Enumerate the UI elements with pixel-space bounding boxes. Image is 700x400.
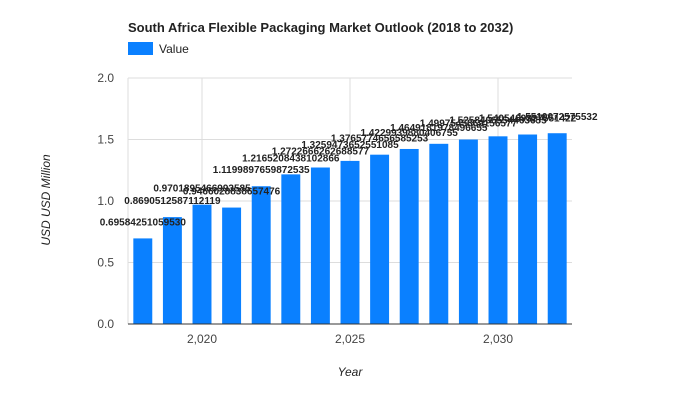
data-label: 1.3259473652551085 xyxy=(301,140,399,151)
bar xyxy=(133,238,153,324)
data-label: 0.9466028838657476 xyxy=(183,187,281,198)
data-label: 1.5258406554463655 xyxy=(449,115,547,126)
y-tick-label: 0.0 xyxy=(97,317,114,331)
y-axis-title: USD USD Million xyxy=(39,154,53,246)
bar xyxy=(251,186,271,324)
legend: Value xyxy=(128,42,189,56)
y-tick-label: 2.0 xyxy=(97,71,114,85)
data-label: 1.2165208438102866 xyxy=(242,153,340,164)
bar xyxy=(547,133,567,324)
data-label: 0.69584251059530 xyxy=(100,217,187,228)
y-tick-label: 0.5 xyxy=(97,256,114,270)
bar xyxy=(429,143,449,324)
x-tick-label: 2,020 xyxy=(187,332,217,346)
bar xyxy=(458,139,478,324)
bar xyxy=(399,148,419,324)
x-axis-title: Year xyxy=(338,365,364,379)
data-label: 1.3765774656585253 xyxy=(331,134,429,145)
bar xyxy=(281,174,301,324)
bar xyxy=(488,136,508,324)
bar xyxy=(222,207,242,324)
x-tick-label: 2,025 xyxy=(335,332,365,346)
bar xyxy=(310,167,330,324)
bar xyxy=(192,204,212,324)
bar xyxy=(370,154,390,324)
data-labels: 0.69584251059530 0.86905125871121190.9701… xyxy=(100,112,598,228)
data-label: 1.5510072575532 xyxy=(517,112,598,123)
data-label: 1.4229939880406755 xyxy=(361,128,459,139)
data-label: 1.2722666262688577 xyxy=(272,147,370,158)
data-label: 0.9701895466993585 xyxy=(153,184,251,195)
x-tick-label: 2,030 xyxy=(483,332,513,346)
data-label: 1.1199897659872535 xyxy=(213,165,310,176)
data-label: 1.5405469327551422 xyxy=(479,114,577,125)
bar xyxy=(340,160,360,324)
bar xyxy=(518,134,538,324)
data-label: 1.4997545869156577 xyxy=(420,119,518,130)
y-tick-label: 1.5 xyxy=(97,133,114,147)
data-label: 0.8690512587112119 xyxy=(124,196,221,207)
y-tick-label: 1.0 xyxy=(97,194,114,208)
axes: 0.0 0.5 1.0 1.5 2.0 2,020 2,025 2,030 xyxy=(97,71,572,346)
bars xyxy=(133,133,567,324)
legend-label-value: Value xyxy=(159,42,189,56)
chart-title: South Africa Flexible Packaging Market O… xyxy=(128,20,513,35)
data-label: 1.4649181978496655 xyxy=(390,123,488,134)
bar xyxy=(162,217,182,324)
legend-swatch-value xyxy=(128,42,153,55)
